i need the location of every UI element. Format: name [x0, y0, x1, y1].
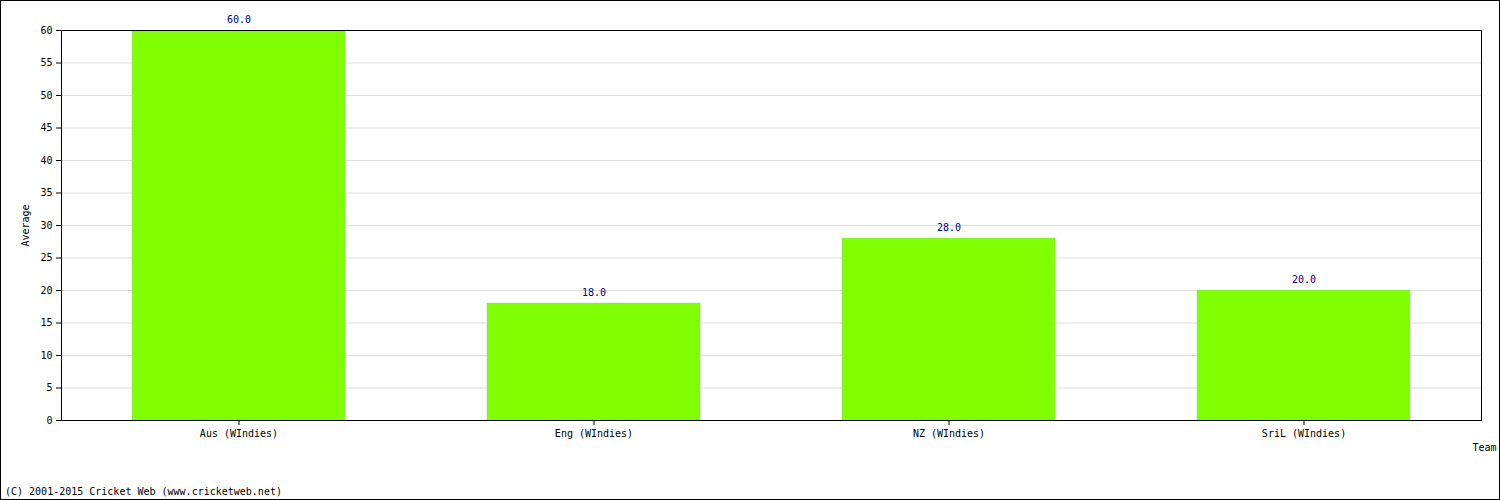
svg-text:20.0: 20.0 [1292, 274, 1316, 285]
svg-text:30: 30 [40, 220, 52, 231]
svg-text:5: 5 [46, 382, 52, 393]
svg-text:NZ (WIndies): NZ (WIndies) [913, 428, 985, 439]
svg-text:40: 40 [40, 155, 52, 166]
svg-text:28.0: 28.0 [937, 222, 961, 233]
html-text:(C) 2001-2015 Cricket Web (www: (C) 2001-2015 Cricket Web (www.cricketwe… [5, 486, 282, 497]
svg-text:50: 50 [40, 90, 52, 101]
svg-text:Team: Team [1472, 442, 1496, 453]
svg-text:18.0: 18.0 [582, 287, 606, 298]
svg-text:SriL (WIndies): SriL (WIndies) [1262, 428, 1346, 439]
svg-text:Aus (WIndies): Aus (WIndies) [200, 428, 278, 439]
svg-text:0: 0 [46, 415, 52, 426]
svg-text:20: 20 [40, 285, 52, 296]
svg-text:55: 55 [40, 57, 52, 68]
svg-text:25: 25 [40, 252, 52, 263]
svg-text:45: 45 [40, 122, 52, 133]
svg-text:60.0: 60.0 [227, 14, 251, 25]
svg-text:15: 15 [40, 317, 52, 328]
svg-text:Eng (WIndies): Eng (WIndies) [555, 428, 633, 439]
svg-text:10: 10 [40, 350, 52, 361]
svg-text:35: 35 [40, 187, 52, 198]
svg-text:60: 60 [40, 25, 52, 36]
svg-text:Average: Average [20, 204, 31, 246]
